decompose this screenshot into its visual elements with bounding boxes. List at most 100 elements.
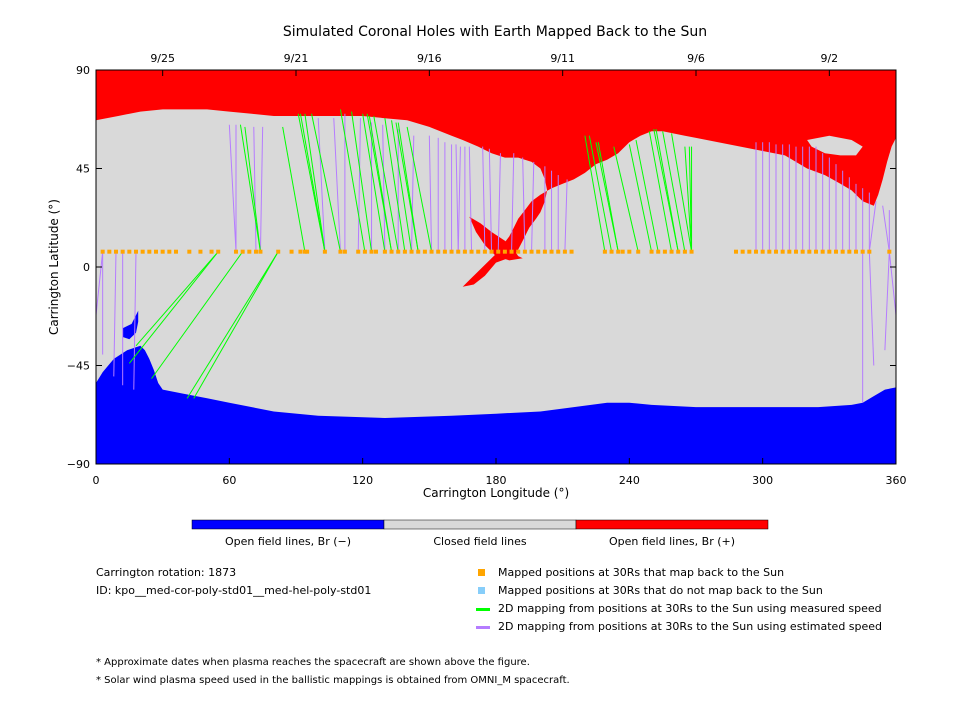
mapped-point (820, 249, 825, 254)
measured-mapping-line (362, 113, 386, 252)
measured-mapping-line (339, 109, 366, 252)
estimated-mapping-line (317, 118, 326, 252)
mapped-point (800, 249, 805, 254)
mapped-point (409, 249, 414, 254)
mapped-point (134, 249, 138, 254)
mapped-point (247, 249, 252, 254)
measured-mapping-line (391, 120, 413, 252)
mapped-point (536, 249, 541, 254)
y-tick-label: 0 (83, 261, 90, 274)
date-axis-ticks: 9/25 9/21 9/16 9/11 9/6 9/2 (150, 52, 838, 76)
mapped-point (254, 249, 258, 254)
mapped-point (662, 249, 667, 254)
mapped-point (529, 249, 534, 254)
mapped-point (489, 249, 494, 254)
estimated-mapping-line (497, 153, 501, 252)
model-id-label: ID: kpo__med-cor-poly-std01__med-hel-pol… (96, 584, 372, 597)
mapped-point (774, 249, 778, 254)
mapped-positions (100, 249, 892, 254)
mapped-point (807, 249, 812, 254)
measured-mapping-line (351, 111, 373, 252)
mapped-point (276, 249, 281, 254)
y-tick-label: −90 (67, 458, 90, 471)
y-tick-label: 45 (76, 163, 90, 176)
mapped-point (509, 249, 514, 254)
estimated-mapping-line (228, 124, 237, 252)
measured-mapping-line (128, 251, 219, 364)
mapped-point (429, 249, 434, 254)
measured-mapping-line (662, 131, 686, 252)
estimated-mapping-line (133, 251, 137, 390)
mapped-point (469, 249, 474, 254)
estimated-mapping-line (411, 135, 415, 252)
estimated-mapping-line (333, 118, 341, 252)
colorbar-open-positive (575, 519, 769, 530)
mapped-point (154, 249, 158, 254)
measured-mapping-line (373, 115, 399, 252)
mapped-point (847, 249, 852, 254)
measured-mapping-line (671, 133, 693, 252)
colorbar-label-open-positive: Open field lines, Br (+) (609, 535, 735, 548)
measured-mapping-line (684, 146, 693, 252)
estimated-mapping-line (253, 126, 257, 252)
mapped-point (422, 249, 427, 254)
mapped-point (462, 249, 467, 254)
colorbar-label-open-negative: Open field lines, Br (−) (225, 535, 351, 548)
mapped-point (174, 249, 178, 254)
y-axis-ticks: −90 −45 0 45 90 (67, 64, 896, 471)
mapped-point (396, 249, 401, 254)
estimated-mapping-line (884, 251, 890, 351)
mapped-point (620, 249, 625, 254)
mapped-point (216, 249, 221, 254)
measured-mapping-line (397, 122, 419, 252)
estimated-mapping-line (511, 153, 515, 252)
mapped-point (187, 249, 192, 254)
mapped-point (542, 249, 547, 254)
measured-mapping-line (239, 124, 261, 252)
date-tick-label: 9/6 (687, 52, 705, 65)
mapped-point (436, 249, 441, 254)
y-tick-label: −45 (67, 360, 90, 373)
estimated-mapping-line (488, 148, 493, 252)
x-tick-label: 60 (222, 474, 236, 487)
mapped-point (860, 249, 865, 254)
x-tick-label: 0 (93, 474, 100, 487)
estimated-mapping-line (428, 135, 433, 252)
measured-mapping-line (628, 144, 653, 252)
estimated-mapping-line (457, 146, 461, 252)
measured-mapping-line (304, 113, 326, 252)
mapped-point (840, 249, 845, 254)
mapped-point (305, 249, 310, 254)
blue-square-icon (478, 587, 485, 594)
mapped-point (827, 249, 832, 254)
mapped-point (120, 249, 125, 254)
chart-title: Simulated Coronal Holes with Earth Mappe… (283, 24, 707, 40)
measured-mapping-line (384, 118, 406, 252)
measured-mapping-line (648, 131, 673, 252)
estimated-mapping-line (564, 179, 568, 252)
x-tick-label: 300 (752, 474, 773, 487)
measured-mapping-line (597, 142, 619, 252)
x-tick-label: 180 (486, 474, 507, 487)
south-open-field-region (96, 345, 896, 464)
mapped-point (389, 249, 394, 254)
measured-mapping-line (186, 251, 279, 399)
x-axis-ticks: 0 60 120 180 240 300 360 (93, 458, 907, 487)
mapped-point (689, 249, 694, 254)
x-tick-label: 120 (352, 474, 373, 487)
mapped-point (302, 249, 307, 254)
date-tick-label: 9/11 (550, 52, 575, 65)
mapped-point (114, 249, 118, 254)
date-tick-label: 9/2 (820, 52, 838, 65)
mapped-point (298, 249, 303, 254)
x-tick-label: 360 (886, 474, 907, 487)
colorbar: Open field lines, Br (−) Closed field li… (191, 519, 769, 548)
mapped-point (496, 249, 501, 254)
mapped-point (356, 249, 361, 254)
estimated-mapping-line (259, 126, 264, 252)
estimated-mapping-line (522, 157, 526, 252)
mapped-point (240, 249, 245, 254)
legend-label: 2D mapping from positions at 30Rs to the… (498, 602, 882, 615)
mapped-point (760, 249, 765, 254)
